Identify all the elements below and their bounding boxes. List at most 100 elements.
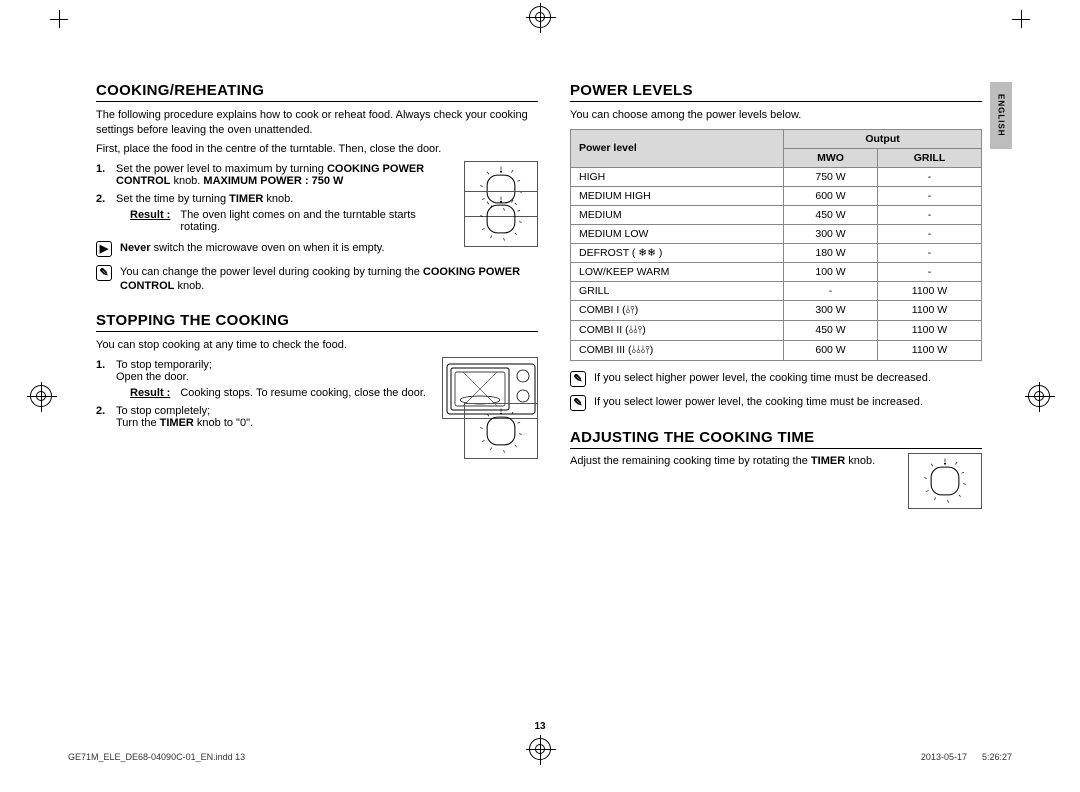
heading-stopping: STOPPING THE COOKING [96, 312, 538, 332]
info-note: ✎ If you select lower power level, the c… [570, 395, 982, 411]
step-text: Turn the [116, 417, 160, 429]
heading-adjusting: ADJUSTING THE COOKING TIME [570, 429, 982, 449]
step-number: 2. [96, 193, 110, 233]
step-text: To stop temporarily; [116, 359, 212, 371]
timer-dial-illustration [464, 191, 538, 247]
footer-filename: GE71M_ELE_DE68-04090C-01_EN.indd 13 [68, 752, 245, 762]
note-icon: ✎ [96, 265, 112, 281]
cell-power-level: GRILL [571, 281, 784, 300]
th-grill: GRILL [878, 148, 982, 167]
step-text-bold: TIMER [160, 417, 194, 429]
cell-mwo: 750 W [784, 167, 878, 186]
info-note: ✎ You can change the power level during … [96, 265, 538, 295]
note-icon: ✎ [570, 395, 586, 411]
stop-step-1: 1. To stop temporarily; Open the door. R… [96, 359, 538, 399]
step-text: To stop completely; [116, 405, 210, 417]
cell-power-level: MEDIUM [571, 205, 784, 224]
cell-power-level: LOW/KEEP WARM [571, 262, 784, 281]
step-text-bold: TIMER [811, 455, 845, 467]
table-row: MEDIUM 450 W - [571, 205, 982, 224]
step-number: 2. [96, 405, 110, 429]
cell-mwo: 100 W [784, 262, 878, 281]
table-row: DEFROST ( ❄❄ ) 180 W - [571, 243, 982, 262]
crop-mark [50, 10, 68, 28]
page-content: COOKING/REHEATING The following procedur… [96, 82, 1012, 702]
note-text: If you select higher power level, the co… [594, 371, 982, 386]
cell-power-level: COMBI II (⫰⫰⫯) [571, 320, 784, 340]
cell-mwo: 600 W [784, 186, 878, 205]
footer-timestamp: 2013-05-17 5:26:27 [921, 752, 1012, 762]
table-row: COMBI II (⫰⫰⫯) 450 W 1100 W [571, 320, 982, 340]
cell-grill: - [878, 186, 982, 205]
heading-power-levels: POWER LEVELS [570, 82, 982, 102]
table-row: MEDIUM LOW 300 W - [571, 224, 982, 243]
crop-mark [1012, 10, 1030, 28]
cell-mwo: - [784, 281, 878, 300]
step-text: Set the power level to maximum by turnin… [116, 163, 324, 175]
step-text: Adjust the remaining cooking time by rot… [570, 455, 811, 467]
stop-intro: You can stop cooking at any time to chec… [96, 338, 538, 353]
cell-mwo: 300 W [784, 224, 878, 243]
note-icon: ✎ [570, 371, 586, 387]
cell-power-level: DEFROST ( ❄❄ ) [571, 243, 784, 262]
step-2: 2. Set the time by turning TIMER knob. R… [96, 193, 538, 233]
stop-icon: ▶ [96, 241, 112, 257]
step-number: 1. [96, 359, 110, 399]
step-text: knob to "0". [194, 417, 253, 429]
right-column: POWER LEVELS You can choose among the po… [570, 82, 1012, 702]
registration-mark [529, 6, 551, 28]
cell-mwo: 180 W [784, 243, 878, 262]
cell-grill: - [878, 167, 982, 186]
th-output: Output [784, 129, 982, 148]
table-row: HIGH 750 W - [571, 167, 982, 186]
registration-mark [1028, 385, 1050, 407]
cell-grill: 1100 W [878, 300, 982, 320]
adjust-step: Adjust the remaining cooking time by rot… [570, 455, 982, 467]
language-tab: ENGLISH [990, 82, 1012, 149]
result-text: The oven light comes on and the turntabl… [180, 209, 458, 233]
cell-mwo: 600 W [784, 340, 878, 360]
cell-power-level: MEDIUM LOW [571, 224, 784, 243]
step-number: 1. [96, 163, 110, 187]
heading-cooking-reheating: COOKING/REHEATING [96, 82, 538, 102]
power-intro: You can choose among the power levels be… [570, 108, 982, 123]
table-row: MEDIUM HIGH 600 W - [571, 186, 982, 205]
step-text: Set the time by turning [116, 193, 229, 205]
note-text: You can change the power level during co… [120, 265, 538, 295]
cell-grill: 1100 W [878, 340, 982, 360]
cell-grill: 1100 W [878, 281, 982, 300]
cell-mwo: 450 W [784, 320, 878, 340]
step-1: 1. Set the power level to maximum by tur… [96, 163, 538, 187]
table-row: COMBI I (⫰⫯) 300 W 1100 W [571, 300, 982, 320]
left-column: COOKING/REHEATING The following procedur… [96, 82, 538, 702]
result-text: Cooking stops. To resume cooking, close … [180, 387, 436, 399]
step-text-bold: TIMER [229, 193, 263, 205]
cell-grill: 1100 W [878, 320, 982, 340]
th-power-level: Power level [571, 129, 784, 167]
result-label: Result : [130, 209, 170, 233]
table-row: LOW/KEEP WARM 100 W - [571, 262, 982, 281]
result-label: Result : [130, 387, 170, 399]
power-level-table: Power level Output MWO GRILL HIGH 750 W … [570, 129, 982, 361]
registration-mark [30, 385, 52, 407]
step-text: knob. [845, 455, 875, 467]
note-text: If you select lower power level, the coo… [594, 395, 982, 410]
cell-grill: - [878, 243, 982, 262]
step-text-bold: MAXIMUM POWER : 750 W [203, 175, 343, 187]
step-text: Open the door. [116, 371, 189, 383]
cell-grill: - [878, 262, 982, 281]
result-row: Result : The oven light comes on and the… [130, 209, 458, 233]
timer-dial-illustration [908, 453, 982, 509]
th-mwo: MWO [784, 148, 878, 167]
cell-mwo: 450 W [784, 205, 878, 224]
cell-power-level: MEDIUM HIGH [571, 186, 784, 205]
cell-grill: - [878, 224, 982, 243]
cell-grill: - [878, 205, 982, 224]
cell-mwo: 300 W [784, 300, 878, 320]
cell-power-level: COMBI III (⫰⫰⫰⫯) [571, 340, 784, 360]
table-row: GRILL - 1100 W [571, 281, 982, 300]
cell-power-level: COMBI I (⫰⫯) [571, 300, 784, 320]
page-number: 13 [0, 721, 1080, 732]
intro-text: First, place the food in the centre of t… [96, 142, 538, 157]
cell-power-level: HIGH [571, 167, 784, 186]
